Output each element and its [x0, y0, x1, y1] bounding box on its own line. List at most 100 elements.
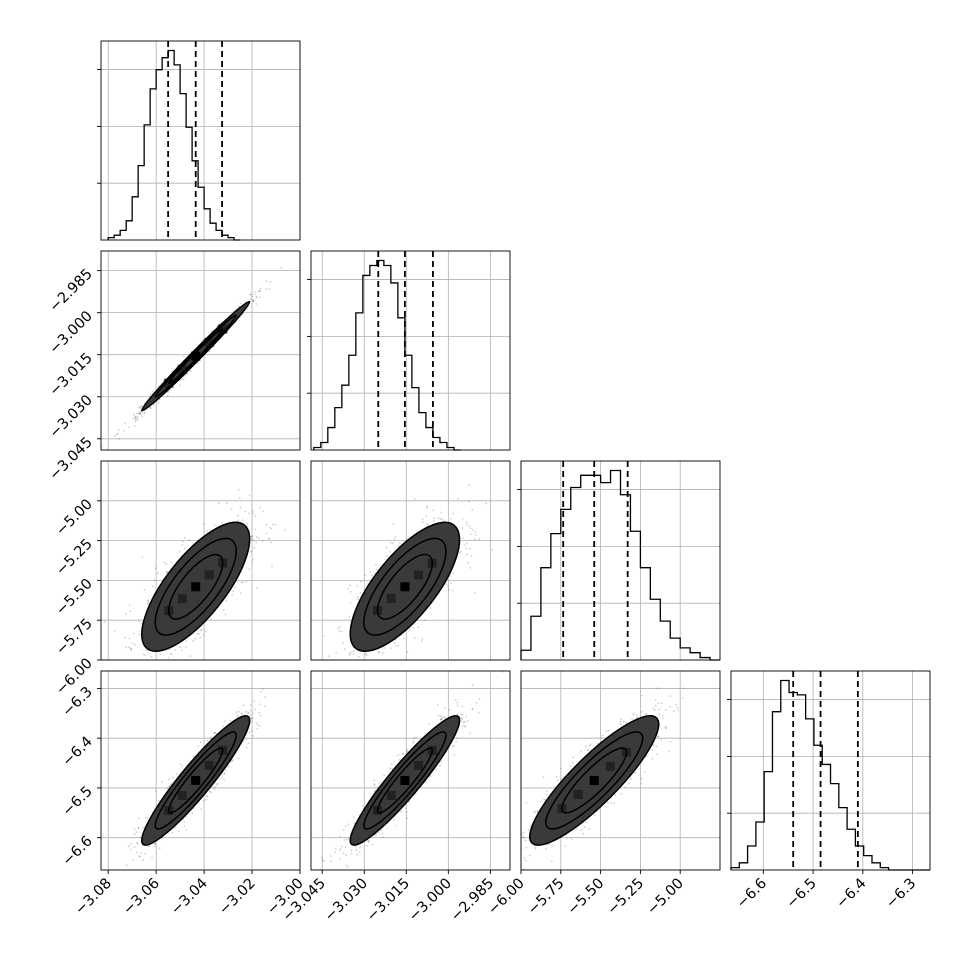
sample-point [357, 596, 359, 598]
sample-point [340, 630, 343, 633]
sample-point [402, 752, 404, 754]
sample-point [244, 510, 247, 513]
sample-point [399, 753, 401, 756]
sample-point [139, 836, 142, 839]
sample-point [153, 403, 156, 406]
sample-point [185, 646, 188, 649]
sample-point [441, 518, 443, 521]
sample-point [469, 566, 472, 569]
sample-point [248, 731, 251, 734]
sample-point [468, 500, 470, 503]
sample-point [183, 536, 186, 539]
sample-point [171, 831, 174, 834]
sample-point [174, 649, 176, 651]
sample-point [150, 655, 153, 658]
sample-point [454, 698, 457, 701]
sample-point [179, 763, 182, 766]
sample-point [364, 574, 366, 577]
histogram-step-line [520, 469, 720, 661]
panel-2-1 [310, 460, 511, 667]
sample-point [426, 506, 428, 509]
sample-point [463, 725, 466, 728]
sample-point [165, 571, 168, 574]
sample-point [133, 413, 135, 416]
sample-point [251, 735, 254, 737]
sample-point [139, 410, 142, 413]
sample-point [271, 523, 274, 526]
sample-point [157, 402, 160, 404]
sample-point [338, 630, 341, 632]
sample-point [240, 712, 243, 715]
density-cell [204, 760, 214, 770]
sample-point [158, 398, 161, 401]
sample-point [133, 425, 136, 428]
sample-point [208, 350, 211, 353]
sample-point [392, 522, 395, 525]
sample-point [170, 652, 173, 655]
sample-point [254, 514, 257, 517]
sample-point [253, 546, 256, 549]
sample-point [382, 836, 385, 839]
sample-point [186, 372, 189, 375]
panel-background [101, 41, 300, 240]
sample-point [259, 507, 261, 509]
sample-point [421, 637, 424, 640]
sample-point [249, 551, 252, 553]
sample-point [130, 648, 133, 650]
density-layer [103, 488, 286, 670]
sample-point [181, 544, 184, 546]
sample-point [239, 506, 242, 509]
sample-point [413, 637, 416, 640]
sample-point [145, 668, 147, 670]
sample-point [453, 753, 456, 756]
sample-point [427, 523, 429, 526]
sample-point [134, 879, 136, 881]
sample-point [166, 571, 169, 573]
sample-point [199, 741, 202, 744]
contour-line [167, 328, 224, 385]
sample-point [363, 665, 365, 667]
sample-point [251, 509, 254, 512]
sample-point [270, 528, 273, 530]
sample-point [136, 415, 139, 418]
sample-point [189, 370, 192, 372]
sample-point [359, 591, 362, 594]
sample-point [251, 512, 254, 515]
sample-point [221, 521, 224, 524]
sample-point [250, 717, 253, 720]
sample-point [138, 633, 141, 636]
panel-border [310, 460, 511, 661]
sample-point [258, 290, 260, 292]
sample-point [255, 587, 258, 589]
sample-point [381, 652, 384, 654]
sample-point [349, 602, 352, 604]
sample-point [485, 502, 488, 505]
sample-point [433, 517, 436, 520]
sample-point [393, 538, 395, 541]
sample-point [211, 787, 214, 789]
sample-point [501, 668, 503, 670]
sample-point [206, 529, 209, 532]
sample-point [202, 799, 205, 802]
histogram-step-line [107, 49, 241, 241]
sample-point [145, 665, 147, 667]
sample-point [323, 635, 326, 638]
sample-point [376, 568, 378, 571]
sample-point [138, 413, 141, 415]
sample-point [141, 555, 144, 558]
sample-point [425, 522, 428, 525]
sample-point [166, 571, 169, 574]
sample-point [423, 619, 426, 622]
density-cell [204, 338, 214, 348]
sample-point [246, 524, 249, 527]
sample-point [258, 537, 260, 539]
sample-point [154, 567, 157, 569]
sample-point [269, 527, 271, 529]
sample-point [182, 378, 185, 381]
sample-point [93, 457, 95, 459]
sample-point [467, 561, 469, 564]
sample-point [143, 411, 146, 414]
sample-point [256, 727, 259, 730]
contour-line [141, 300, 251, 412]
